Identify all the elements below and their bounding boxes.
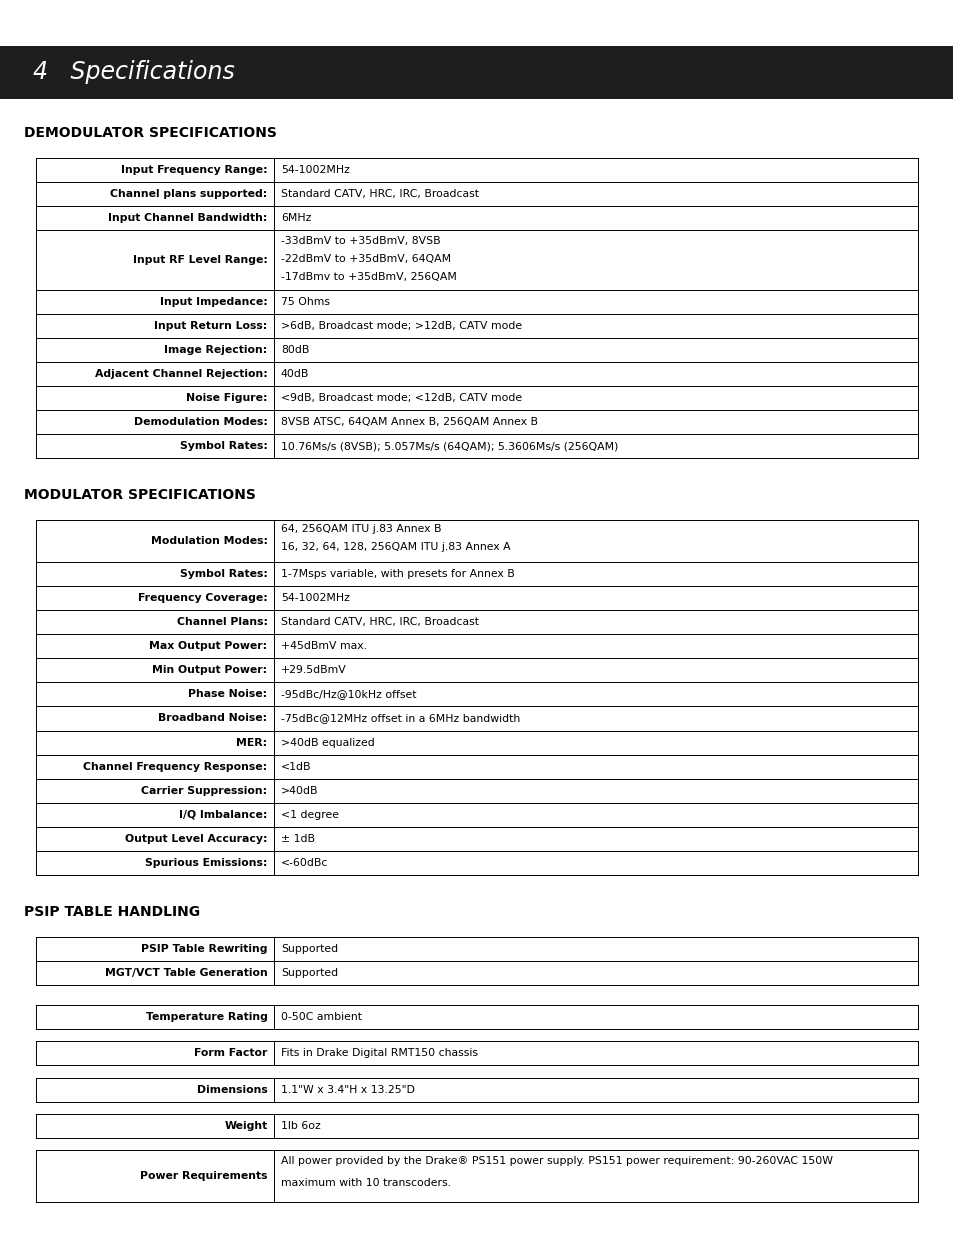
Bar: [0, 46, 953, 99]
Text: 64, 256QAM ITU j.83 Annex B: 64, 256QAM ITU j.83 Annex B: [280, 524, 441, 534]
Text: Adjacent Channel Rejection:: Adjacent Channel Rejection:: [94, 369, 267, 379]
Text: Output Level Accuracy:: Output Level Accuracy:: [125, 834, 267, 844]
Text: <1 degree: <1 degree: [280, 810, 338, 820]
Text: 0-50C ambient: 0-50C ambient: [280, 1011, 361, 1021]
Text: Channel Plans:: Channel Plans:: [176, 618, 267, 627]
Text: Frequency Coverage:: Frequency Coverage:: [137, 593, 267, 603]
Text: Power Requirements: Power Requirements: [140, 1171, 267, 1182]
Text: 4   Specifications: 4 Specifications: [33, 61, 234, 84]
Text: >6dB, Broadcast mode; >12dB, CATV mode: >6dB, Broadcast mode; >12dB, CATV mode: [280, 321, 521, 331]
Text: <-60dBc: <-60dBc: [280, 858, 328, 868]
Text: MGT/VCT Table Generation: MGT/VCT Table Generation: [105, 968, 267, 978]
Text: Spurious Emissions:: Spurious Emissions:: [145, 858, 267, 868]
Text: -17dBmv to +35dBmV, 256QAM: -17dBmv to +35dBmV, 256QAM: [280, 272, 456, 282]
Text: -75dBc@12MHz offset in a 6MHz bandwidth: -75dBc@12MHz offset in a 6MHz bandwidth: [280, 714, 519, 724]
Text: 54-1002MHz: 54-1002MHz: [280, 593, 350, 603]
Text: Image Rejection:: Image Rejection:: [164, 345, 267, 354]
Text: 8VSB ATSC, 64QAM Annex B, 256QAM Annex B: 8VSB ATSC, 64QAM Annex B, 256QAM Annex B: [280, 417, 537, 427]
Text: 75 Ohms: 75 Ohms: [280, 296, 330, 306]
Text: Phase Noise:: Phase Noise:: [189, 689, 267, 699]
Text: Noise Figure:: Noise Figure:: [186, 393, 267, 403]
Text: >40dB equalized: >40dB equalized: [280, 737, 375, 747]
Text: Weight: Weight: [224, 1121, 267, 1131]
Text: maximum with 10 transcoders.: maximum with 10 transcoders.: [280, 1178, 451, 1188]
Text: 40dB: 40dB: [280, 369, 309, 379]
Text: Fits in Drake Digital RMT150 chassis: Fits in Drake Digital RMT150 chassis: [280, 1049, 477, 1058]
Text: <9dB, Broadcast mode; <12dB, CATV mode: <9dB, Broadcast mode; <12dB, CATV mode: [280, 393, 521, 403]
Text: Symbol Rates:: Symbol Rates:: [179, 569, 267, 579]
Text: 1.1"W x 3.4"H x 13.25"D: 1.1"W x 3.4"H x 13.25"D: [280, 1084, 415, 1094]
Text: Symbol Rates:: Symbol Rates:: [179, 441, 267, 451]
Text: 54-1002MHz: 54-1002MHz: [280, 165, 350, 175]
Text: MER:: MER:: [236, 737, 267, 747]
Text: 1lb 6oz: 1lb 6oz: [280, 1121, 320, 1131]
Text: Channel plans supported:: Channel plans supported:: [111, 189, 267, 199]
Text: Input Frequency Range:: Input Frequency Range:: [121, 165, 267, 175]
Text: +29.5dBmV: +29.5dBmV: [280, 666, 346, 676]
Text: Supported: Supported: [280, 968, 337, 978]
Text: 6MHz: 6MHz: [280, 214, 311, 224]
Text: Channel Frequency Response:: Channel Frequency Response:: [83, 762, 267, 772]
Text: Carrier Suppression:: Carrier Suppression:: [141, 785, 267, 795]
Text: -95dBc/Hz@10kHz offset: -95dBc/Hz@10kHz offset: [280, 689, 416, 699]
Text: Standard CATV, HRC, IRC, Broadcast: Standard CATV, HRC, IRC, Broadcast: [280, 618, 478, 627]
Text: -22dBmV to +35dBmV, 64QAM: -22dBmV to +35dBmV, 64QAM: [280, 254, 451, 264]
Text: PSIP Table Rewriting: PSIP Table Rewriting: [141, 944, 267, 953]
Text: <1dB: <1dB: [280, 762, 311, 772]
Text: Max Output Power:: Max Output Power:: [150, 641, 267, 651]
Text: Input Impedance:: Input Impedance:: [160, 296, 267, 306]
Text: Dimensions: Dimensions: [196, 1084, 267, 1094]
Text: Modulation Modes:: Modulation Modes:: [151, 536, 267, 546]
Text: PSIP TABLE HANDLING: PSIP TABLE HANDLING: [24, 904, 200, 919]
Text: >40dB: >40dB: [280, 785, 318, 795]
Text: +45dBmV max.: +45dBmV max.: [280, 641, 367, 651]
Text: All power provided by the Drake® PS151 power supply. PS151 power requirement: 90: All power provided by the Drake® PS151 p…: [280, 1156, 832, 1166]
Text: MODULATOR SPECIFICATIONS: MODULATOR SPECIFICATIONS: [24, 488, 255, 501]
Text: 1-7Msps variable, with presets for Annex B: 1-7Msps variable, with presets for Annex…: [280, 569, 515, 579]
Text: Input Return Loss:: Input Return Loss:: [154, 321, 267, 331]
Text: Demodulation Modes:: Demodulation Modes:: [133, 417, 267, 427]
Text: Input Channel Bandwidth:: Input Channel Bandwidth:: [108, 214, 267, 224]
Text: ± 1dB: ± 1dB: [280, 834, 314, 844]
Text: 16, 32, 64, 128, 256QAM ITU j.83 Annex A: 16, 32, 64, 128, 256QAM ITU j.83 Annex A: [280, 542, 510, 552]
Text: Standard CATV, HRC, IRC, Broadcast: Standard CATV, HRC, IRC, Broadcast: [280, 189, 478, 199]
Text: 10.76Ms/s (8VSB); 5.057Ms/s (64QAM); 5.3606Ms/s (256QAM): 10.76Ms/s (8VSB); 5.057Ms/s (64QAM); 5.3…: [280, 441, 618, 451]
Text: 80dB: 80dB: [280, 345, 309, 354]
Text: -33dBmV to +35dBmV, 8VSB: -33dBmV to +35dBmV, 8VSB: [280, 236, 440, 246]
Text: I/Q Imbalance:: I/Q Imbalance:: [179, 810, 267, 820]
Text: DEMODULATOR SPECIFICATIONS: DEMODULATOR SPECIFICATIONS: [24, 126, 276, 140]
Text: Input RF Level Range:: Input RF Level Range:: [132, 254, 267, 266]
Text: Supported: Supported: [280, 944, 337, 953]
Text: Min Output Power:: Min Output Power:: [152, 666, 267, 676]
Text: Broadband Noise:: Broadband Noise:: [158, 714, 267, 724]
Text: Form Factor: Form Factor: [194, 1049, 267, 1058]
Text: Temperature Rating: Temperature Rating: [146, 1011, 267, 1021]
